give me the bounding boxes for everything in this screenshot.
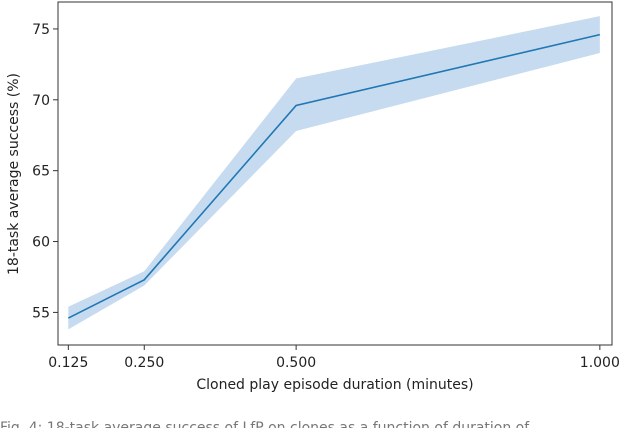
caption: Fig. 4: 18-task average success of LfP o… <box>0 420 530 428</box>
x-tick-label: 1.000 <box>580 355 620 371</box>
y-tick-label: 75 <box>32 22 50 38</box>
line <box>67 33 601 319</box>
x-tick-label: 0.125 <box>48 355 88 371</box>
y-tick-label: 55 <box>32 305 50 321</box>
x-axis-label: Cloned play episode duration (minutes) <box>196 377 473 393</box>
y-tick-label: 65 <box>32 164 50 180</box>
plot-frame <box>57 1 613 346</box>
confidence-band <box>68 16 600 330</box>
y-axis-label: 18-task average success (%) <box>6 73 22 275</box>
y-tick-label: 60 <box>32 235 50 251</box>
y-tick-label: 70 <box>32 93 50 109</box>
x-tick-label: 0.500 <box>276 355 316 371</box>
x-tick-label: 0.250 <box>124 355 164 371</box>
